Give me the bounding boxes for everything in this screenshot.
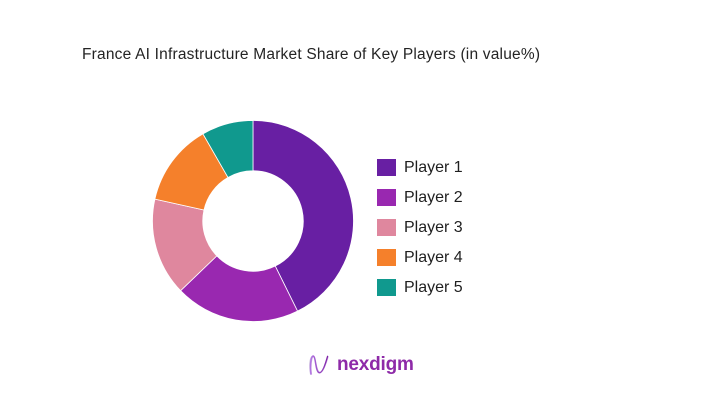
nexdigm-logo-icon <box>309 355 329 375</box>
legend-swatch-icon <box>377 159 396 176</box>
donut-slice-player-1 <box>252 120 354 312</box>
legend-label: Player 3 <box>404 219 463 236</box>
legend-item-player-2: Player 2 <box>377 189 463 206</box>
legend-item-player-4: Player 4 <box>377 249 463 266</box>
legend-item-player-1: Player 1 <box>377 159 463 176</box>
legend-label: Player 5 <box>404 279 463 296</box>
donut-chart <box>152 120 354 322</box>
legend-item-player-3: Player 3 <box>377 219 463 236</box>
donut-slice-player-2 <box>180 255 299 322</box>
legend-label: Player 4 <box>404 249 463 266</box>
legend-item-player-5: Player 5 <box>377 279 463 296</box>
legend-swatch-icon <box>377 219 396 236</box>
nexdigm-logo-text: nexdigm <box>337 354 414 375</box>
donut-chart-svg <box>152 120 354 322</box>
legend-swatch-icon <box>377 189 396 206</box>
donut-slice-player-5 <box>202 120 254 178</box>
legend-swatch-icon <box>377 279 396 296</box>
chart-title: France AI Infrastructure Market Share of… <box>82 46 541 63</box>
legend: Player 1 Player 2 Player 3 Player 4 Player 5 <box>377 159 463 296</box>
legend-swatch-icon <box>377 249 396 266</box>
legend-label: Player 1 <box>404 159 463 176</box>
legend-label: Player 2 <box>404 189 463 206</box>
nexdigm-logo: nexdigm <box>306 351 414 379</box>
